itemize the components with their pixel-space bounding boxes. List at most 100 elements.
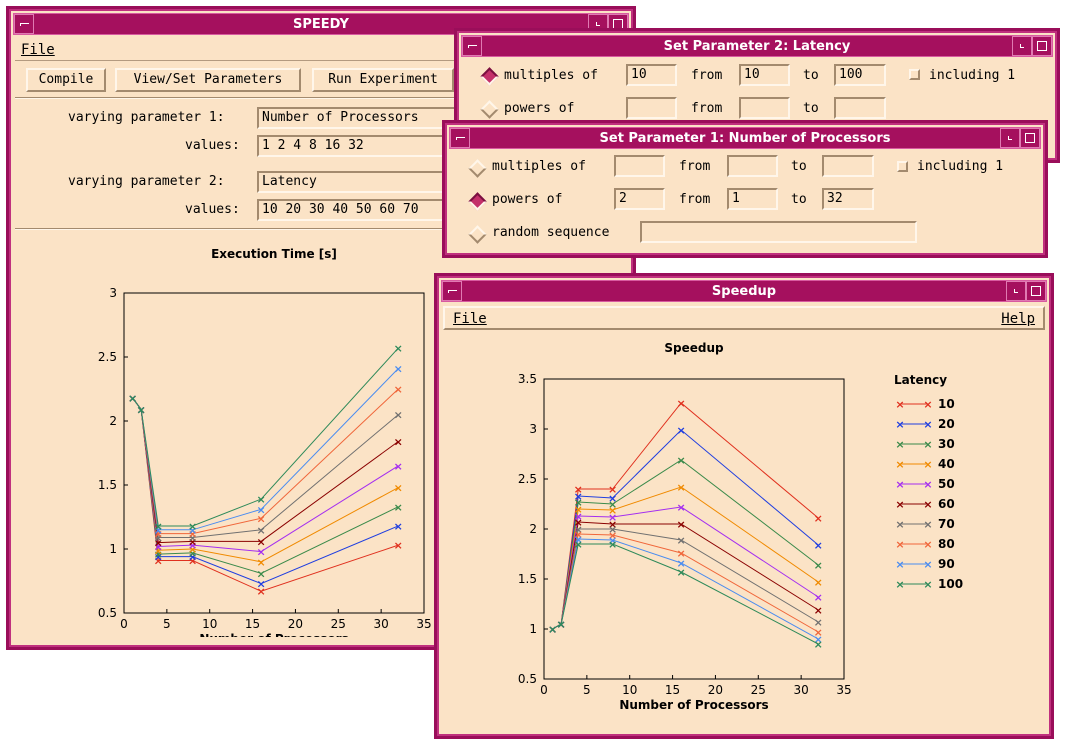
data-point: × — [154, 555, 163, 568]
plot-frame — [123, 292, 425, 614]
speedup-title-bar[interactable]: Speedup — [441, 280, 1047, 302]
maximize-button[interactable] — [1020, 128, 1040, 148]
data-point: × — [608, 504, 617, 517]
data-point: × — [574, 533, 583, 546]
legend-label: 40 — [938, 457, 955, 471]
latency-powers-to-label: to — [803, 101, 819, 116]
legend-marker: × — [895, 578, 904, 591]
legend-marker: × — [895, 478, 904, 491]
latency-powers-to-field[interactable] — [834, 97, 886, 119]
processors-title: Set Parameter 1: Number of Processors — [599, 131, 891, 146]
data-point: × — [154, 540, 163, 553]
window-menu-button[interactable] — [442, 281, 462, 301]
data-point: × — [128, 392, 137, 405]
data-point: × — [548, 623, 557, 636]
proc-powers-to-field[interactable]: 32 — [822, 188, 874, 210]
data-point: × — [677, 454, 686, 467]
y-tick-label: 3 — [109, 286, 117, 300]
data-point: × — [548, 623, 557, 636]
proc-powers-from-field[interactable]: 1 — [727, 188, 778, 210]
y-tick-label: 1.5 — [518, 572, 537, 586]
x-tick-label: 10 — [622, 683, 637, 697]
param2-values-field[interactable]: 10 20 30 40 50 60 70 — [257, 199, 457, 221]
window-menu-button[interactable] — [14, 14, 34, 34]
proc-random-radio[interactable] — [468, 225, 487, 244]
param1-values-field[interactable]: 1 2 4 8 16 32 — [257, 135, 457, 157]
param2-field[interactable]: Latency — [257, 171, 457, 193]
latency-multiples-field[interactable]: 10 — [626, 64, 677, 86]
latency-title: Set Parameter 2: Latency — [663, 39, 851, 54]
compile-button[interactable]: Compile — [26, 68, 106, 92]
x-tick-label: 30 — [794, 683, 809, 697]
proc-multiples-radio[interactable] — [468, 159, 487, 178]
data-point: × — [574, 490, 583, 503]
data-point: × — [574, 528, 583, 541]
data-point: × — [257, 546, 266, 559]
proc-random-field[interactable] — [640, 221, 917, 243]
data-point: × — [548, 623, 557, 636]
speedup-menu-help[interactable]: Help — [1001, 311, 1035, 327]
maximize-button[interactable] — [1026, 281, 1046, 301]
data-point: × — [677, 501, 686, 514]
data-point: × — [188, 547, 197, 560]
view-set-parameters-button[interactable]: View/Set Parameters — [115, 68, 301, 92]
data-point: × — [574, 483, 583, 496]
y-tick-label: 2 — [529, 522, 537, 536]
data-point: × — [548, 623, 557, 636]
data-point: × — [548, 623, 557, 636]
data-point: × — [677, 534, 686, 547]
minimize-button[interactable] — [1006, 281, 1026, 301]
legend-label: 70 — [938, 517, 955, 531]
x-tick-label: 35 — [416, 617, 431, 631]
proc-powers-radio[interactable] — [468, 192, 487, 211]
latency-including-1-checkbox[interactable] — [909, 69, 920, 80]
proc-from-field[interactable] — [727, 155, 778, 177]
maximize-icon — [1037, 41, 1047, 51]
execution-time-chart: Execution Time [s] Number of Processors 0 5… — [98, 247, 432, 637]
x-tick-label: 15 — [665, 683, 680, 697]
processors-dialog: Set Parameter 1: Number of Processors mu… — [442, 120, 1048, 258]
window-menu-button[interactable] — [462, 36, 482, 56]
proc-including-1-checkbox[interactable] — [897, 161, 908, 172]
x-tick-label: 0 — [540, 683, 548, 697]
data-point: × — [394, 342, 403, 355]
latency-powers-field[interactable] — [626, 97, 677, 119]
latency-to-field[interactable]: 100 — [834, 64, 886, 86]
data-point: × — [257, 585, 266, 598]
speedup-menu-file[interactable]: File — [453, 311, 487, 327]
proc-multiples-field[interactable] — [614, 155, 665, 177]
legend-marker: × — [895, 498, 904, 511]
speedup-chart: Speedup Number of Processors 0 5 10 15 20 25 30 3… — [518, 341, 963, 712]
x-tick-label: 5 — [163, 617, 171, 631]
proc-random-label: random sequence — [492, 225, 610, 240]
proc-to-field[interactable] — [822, 155, 874, 177]
legend-marker: × — [895, 458, 904, 471]
y-tick-label: 2.5 — [518, 472, 537, 486]
menu-file[interactable]: File — [21, 42, 55, 58]
param1-field[interactable]: Number of Processors — [257, 107, 457, 129]
latency-multiples-radio[interactable] — [480, 67, 499, 86]
maximize-button[interactable] — [1032, 36, 1052, 56]
proc-powers-field[interactable]: 2 — [614, 188, 665, 210]
window-menu-button[interactable] — [450, 128, 470, 148]
data-point: × — [394, 383, 403, 396]
data-point: × — [548, 623, 557, 636]
proc-powers-from-label: from — [679, 192, 711, 207]
minimize-button[interactable] — [1012, 36, 1032, 56]
latency-from-field[interactable]: 10 — [739, 64, 790, 86]
latency-title-bar[interactable]: Set Parameter 2: Latency — [461, 35, 1053, 57]
data-point: × — [574, 516, 583, 529]
latency-powers-from-field[interactable] — [739, 97, 790, 119]
data-point: × — [548, 623, 557, 636]
run-experiment-button[interactable]: Run Experiment — [312, 68, 454, 92]
latency-multiples-label: multiples of — [504, 68, 598, 83]
proc-powers-to-label: to — [791, 192, 807, 207]
minimize-button[interactable] — [1000, 128, 1020, 148]
legend-label: 90 — [938, 557, 955, 571]
y-tick-label: 1 — [529, 622, 537, 636]
x-tick-label: 25 — [751, 683, 766, 697]
processors-title-bar[interactable]: Set Parameter 1: Number of Processors — [449, 127, 1041, 149]
legend-marker: × — [923, 478, 932, 491]
data-point: × — [814, 512, 823, 525]
latency-powers-radio[interactable] — [480, 100, 499, 119]
